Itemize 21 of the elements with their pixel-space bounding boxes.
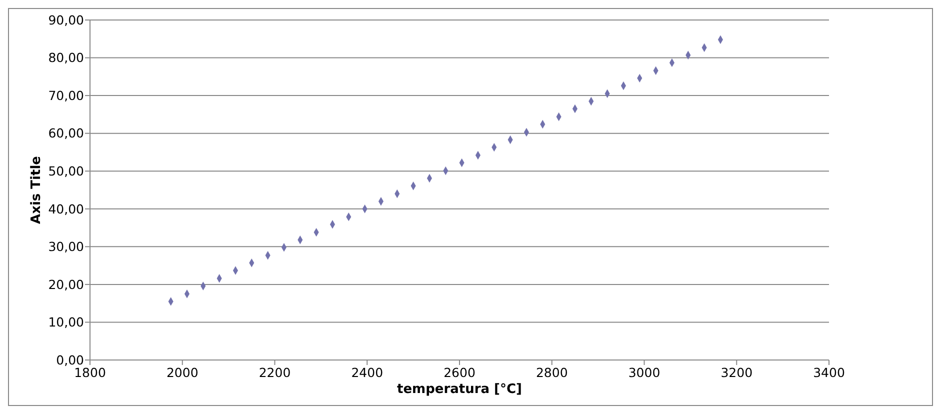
x-tick-label: 2200 (258, 365, 291, 380)
y-tick-label: 10,00 (48, 314, 84, 330)
y-tick-label: 90,00 (48, 12, 84, 28)
y-tick-label: 40,00 (48, 201, 84, 216)
x-axis-title: temperatura [°C] (397, 382, 522, 397)
x-tick-label: 2800 (536, 365, 568, 380)
x-tick-label: 1800 (74, 365, 106, 380)
x-tick-label: 3200 (720, 365, 753, 380)
y-axis-title: Axis Title (29, 156, 44, 224)
x-tick-label: 2600 (444, 365, 476, 380)
y-tick-label: 0,00 (56, 352, 84, 368)
x-tick-label: 2400 (351, 365, 384, 380)
y-tick-label: 30,00 (48, 239, 84, 254)
x-tick-label: 3000 (628, 365, 660, 380)
y-tick-label: 20,00 (48, 276, 84, 292)
y-tick-label: 50,00 (48, 163, 84, 178)
x-tick-label: 2000 (166, 365, 198, 380)
y-tick-label: 80,00 (48, 50, 84, 66)
y-tick-label: 70,00 (48, 88, 84, 103)
x-tick-label: 3400 (813, 365, 845, 380)
y-tick-label: 60,00 (48, 126, 84, 141)
